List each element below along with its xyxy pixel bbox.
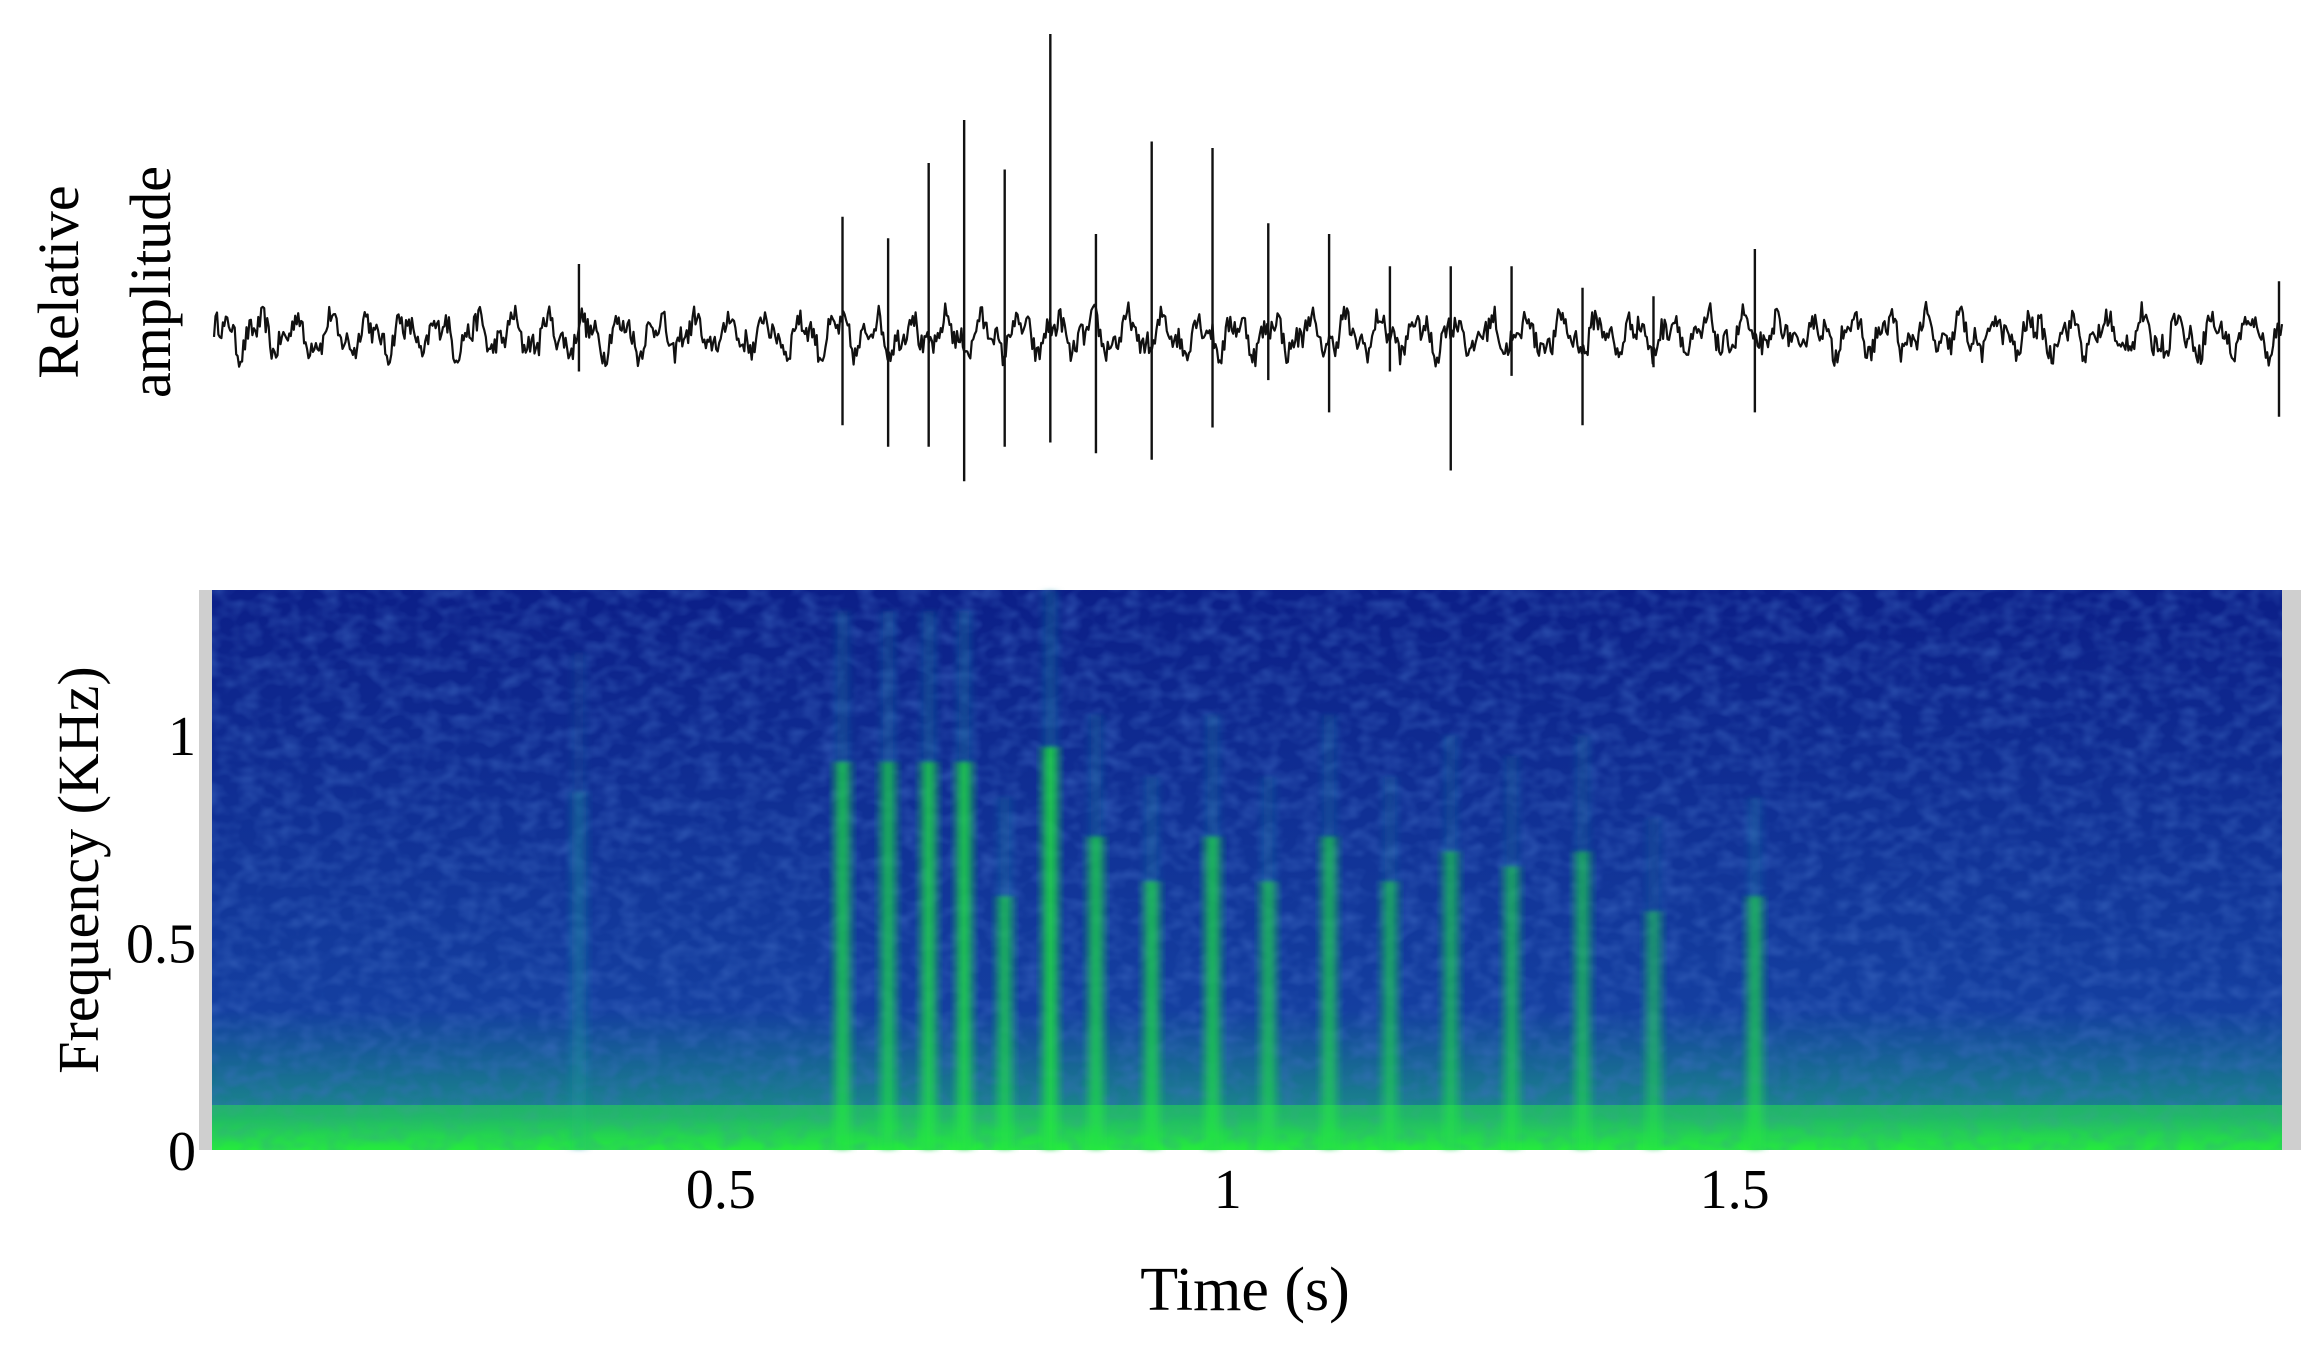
spectrogram-pulse-11 [1382,776,1397,1150]
y-tick-label-1: 0.5 [126,914,196,976]
waveform-ylabel-line1: Relative [26,185,91,378]
spectrogram-pulse-6 [1088,714,1103,1150]
spectrogram-ylabel: Frequency (KHz) [46,666,111,1073]
spectrogram-pulse-0 [835,610,850,1150]
x-axis-label: Time (s) [1140,1256,1350,1324]
waveform-panel: Relative amplitude [26,34,2284,482]
spectrogram-pulse-16 [1747,797,1762,1150]
spectrogram-pulse-14 [1575,735,1590,1150]
x-tick-labels: 0.5 1 1.5 [686,1159,1770,1221]
spectrogram-pulse-3 [957,610,972,1150]
waveform-ylabel-line2: amplitude [118,166,183,398]
spectrogram-speckle [212,590,2282,1150]
spectrogram-pulse-1 [881,610,896,1150]
waveform-pulses [577,34,2281,482]
x-tick-label-0: 0.5 [686,1159,756,1221]
spectrogram-pulses [571,590,1762,1150]
waveform-trace [212,300,2284,368]
y-tick-label-0: 0 [168,1121,196,1183]
y-tick-labels: 00.51 [126,706,196,1183]
spectrogram-pulse-10 [1322,714,1337,1150]
spectrogram-pulse-8 [1205,714,1220,1150]
y-tick-label-2: 1 [168,706,196,768]
axes: 00.51 0.5 1 1.5 Frequency (KHz) Time (s) [46,666,1770,1324]
spectrogram-pulse-2 [921,610,936,1150]
spectrogram-pulse-7 [1144,776,1159,1150]
spectrogram-floor-band [212,1105,2282,1150]
x-tick-label-1: 1 [1214,1159,1242,1221]
spectrogram-panel [199,590,2301,1150]
spectrogram-pulse-17 [571,652,586,1150]
spectrogram-pulse-15 [1646,818,1661,1150]
spectrogram-pulse-12 [1443,735,1458,1150]
spectrogram-pulse-13 [1504,755,1519,1150]
spectrogram-pulse-9 [1261,776,1276,1150]
spectrogram-pulse-4 [997,797,1012,1150]
spectrogram-pulse-5 [1043,590,1058,1150]
x-tick-label-2: 1.5 [1700,1159,1770,1221]
